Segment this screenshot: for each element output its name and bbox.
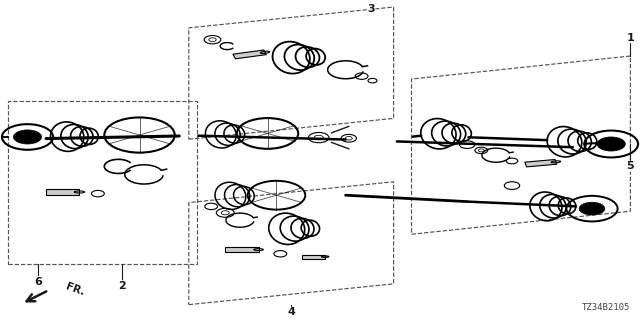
Polygon shape: [302, 255, 325, 259]
Text: 2: 2: [118, 281, 125, 291]
Polygon shape: [525, 159, 557, 167]
Text: 3: 3: [367, 4, 375, 14]
Circle shape: [579, 202, 605, 215]
Text: 4: 4: [287, 307, 295, 317]
Text: 6: 6: [35, 276, 42, 287]
Polygon shape: [233, 50, 266, 59]
Text: FR.: FR.: [64, 282, 86, 298]
Circle shape: [13, 130, 42, 144]
Circle shape: [597, 137, 625, 151]
Text: 5: 5: [627, 161, 634, 172]
Polygon shape: [46, 189, 79, 195]
Polygon shape: [225, 247, 259, 252]
Text: TZ34B2105: TZ34B2105: [582, 303, 630, 312]
Text: 1: 1: [627, 33, 634, 43]
